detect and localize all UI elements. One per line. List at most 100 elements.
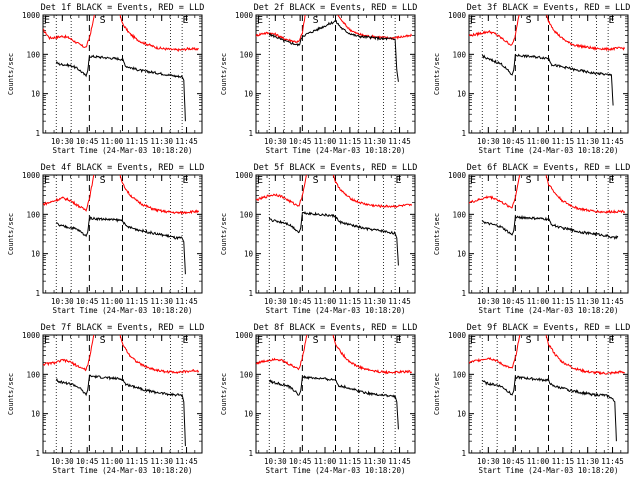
chart-title: Det 3f BLACK = Events, RED = LLD <box>467 3 631 13</box>
x-tick-label: 11:30 <box>150 457 173 466</box>
lld-series-line <box>43 15 199 53</box>
interval-marker-S: S <box>313 175 319 186</box>
y-tick-label: 1000 <box>235 331 254 340</box>
x-tick-label: 11:30 <box>576 457 599 466</box>
interval-marker-S: S <box>526 175 532 186</box>
y-tick-label: 1000 <box>448 171 467 180</box>
series-group <box>469 175 626 240</box>
x-tick-label: 10:45 <box>502 297 525 306</box>
series-group <box>43 175 200 275</box>
x-tick-label: 11:00 <box>101 297 124 306</box>
events-series-line <box>55 54 186 122</box>
y-tick-label: 1000 <box>235 171 254 180</box>
events-series-line <box>55 374 186 447</box>
interval-marker-S: S <box>100 175 106 186</box>
lld-series-line <box>43 175 200 216</box>
interval-marker-E: E <box>44 175 50 186</box>
interval-marker-E: E <box>182 15 188 26</box>
chart-title: Det 1f BLACK = Events, RED = LLD <box>41 3 205 13</box>
interval-marker-S: S <box>313 335 319 346</box>
y-tick-label: 10 <box>457 250 467 259</box>
events-series-line <box>268 374 399 430</box>
events-series-line <box>481 374 617 442</box>
series-group <box>469 15 626 106</box>
x-tick-label: 10:30 <box>264 297 287 306</box>
interval-marker-E: E <box>470 335 476 346</box>
chart-title: Det 8f BLACK = Events, RED = LLD <box>254 323 418 333</box>
interval-marker-E: E <box>44 335 50 346</box>
x-tick-label: 11:00 <box>101 137 124 146</box>
x-axis-label: Start Time (24-Mar-03 10:18:20) <box>53 146 193 155</box>
lld-series-line <box>469 15 626 52</box>
events-series-line <box>481 214 619 240</box>
x-tick-label: 11:30 <box>576 297 599 306</box>
x-tick-label: 10:45 <box>502 137 525 146</box>
lld-series-line <box>469 335 626 376</box>
y-tick-label: 10 <box>244 250 254 259</box>
x-tick-label: 10:30 <box>477 457 500 466</box>
x-tick-label: 10:30 <box>477 297 500 306</box>
y-tick-label: 1 <box>35 449 40 458</box>
x-tick-label: 10:45 <box>289 297 312 306</box>
x-tick-label: 11:15 <box>126 137 149 146</box>
x-tick-label: 11:15 <box>552 457 575 466</box>
x-axis-label: Start Time (24-Mar-03 10:18:20) <box>266 466 406 475</box>
y-tick-label: 1000 <box>22 331 41 340</box>
y-axis-label: Counts/sec <box>220 213 228 255</box>
x-tick-label: 11:00 <box>527 457 550 466</box>
x-tick-label: 11:30 <box>150 297 173 306</box>
chart-title: Det 7f BLACK = Events, RED = LLD <box>41 323 205 333</box>
events-series-line <box>481 53 614 106</box>
y-tick-label: 10 <box>457 410 467 419</box>
chart-title: Det 5f BLACK = Events, RED = LLD <box>254 163 418 173</box>
x-tick-label: 11:30 <box>363 297 386 306</box>
interval-marker-S: S <box>526 335 532 346</box>
interval-marker-E: E <box>608 175 614 186</box>
x-axis-label: Start Time (24-Mar-03 10:18:20) <box>53 306 193 315</box>
interval-marker-E: E <box>257 15 263 26</box>
x-tick-label: 10:30 <box>477 137 500 146</box>
y-tick-label: 1000 <box>22 171 41 180</box>
y-tick-label: 100 <box>239 370 253 379</box>
x-tick-label: 11:15 <box>126 457 149 466</box>
y-tick-label: 1000 <box>448 331 467 340</box>
x-tick-label: 11:45 <box>175 457 198 466</box>
interval-marker-S: S <box>526 15 532 26</box>
series-group <box>43 335 200 447</box>
y-tick-label: 1 <box>35 289 40 298</box>
events-series-line <box>268 211 399 266</box>
x-tick-label: 11:15 <box>126 297 149 306</box>
interval-marker-E: E <box>44 15 50 26</box>
x-tick-label: 11:45 <box>388 457 411 466</box>
y-tick-label: 1 <box>248 129 253 138</box>
x-tick-label: 11:45 <box>175 137 198 146</box>
x-tick-label: 11:15 <box>339 137 362 146</box>
chart-panel-4: Det 4f BLACK = Events, RED = LLD 1 10 100 10… <box>7 163 204 315</box>
y-axis-label: Counts/sec <box>433 53 441 95</box>
interval-marker-E: E <box>257 175 263 186</box>
y-tick-label: 10 <box>244 410 254 419</box>
x-tick-label: 11:30 <box>363 137 386 146</box>
y-tick-label: 1 <box>248 289 253 298</box>
x-tick-label: 11:45 <box>388 297 411 306</box>
y-tick-label: 100 <box>239 50 253 59</box>
y-tick-label: 100 <box>452 370 466 379</box>
x-tick-label: 10:30 <box>51 297 74 306</box>
interval-marker-S: S <box>313 15 319 26</box>
series-group <box>469 335 626 442</box>
y-axis-label: Counts/sec <box>220 373 228 415</box>
x-tick-label: 11:00 <box>527 137 550 146</box>
interval-marker-S: S <box>100 335 106 346</box>
y-tick-label: 1000 <box>22 11 41 20</box>
x-axis-label: Start Time (24-Mar-03 10:18:20) <box>479 466 619 475</box>
lld-series-line <box>469 175 626 214</box>
y-tick-label: 10 <box>457 90 467 99</box>
chart-panel-9: Det 9f BLACK = Events, RED = LLD 1 10 100 10… <box>433 323 630 475</box>
chart-panel-6: Det 6f BLACK = Events, RED = LLD 1 10 100 10… <box>433 163 630 315</box>
x-axis-label: Start Time (24-Mar-03 10:18:20) <box>266 146 406 155</box>
x-tick-label: 11:45 <box>175 297 198 306</box>
y-tick-label: 1 <box>248 449 253 458</box>
x-tick-label: 10:45 <box>502 457 525 466</box>
interval-marker-S: S <box>100 15 106 26</box>
